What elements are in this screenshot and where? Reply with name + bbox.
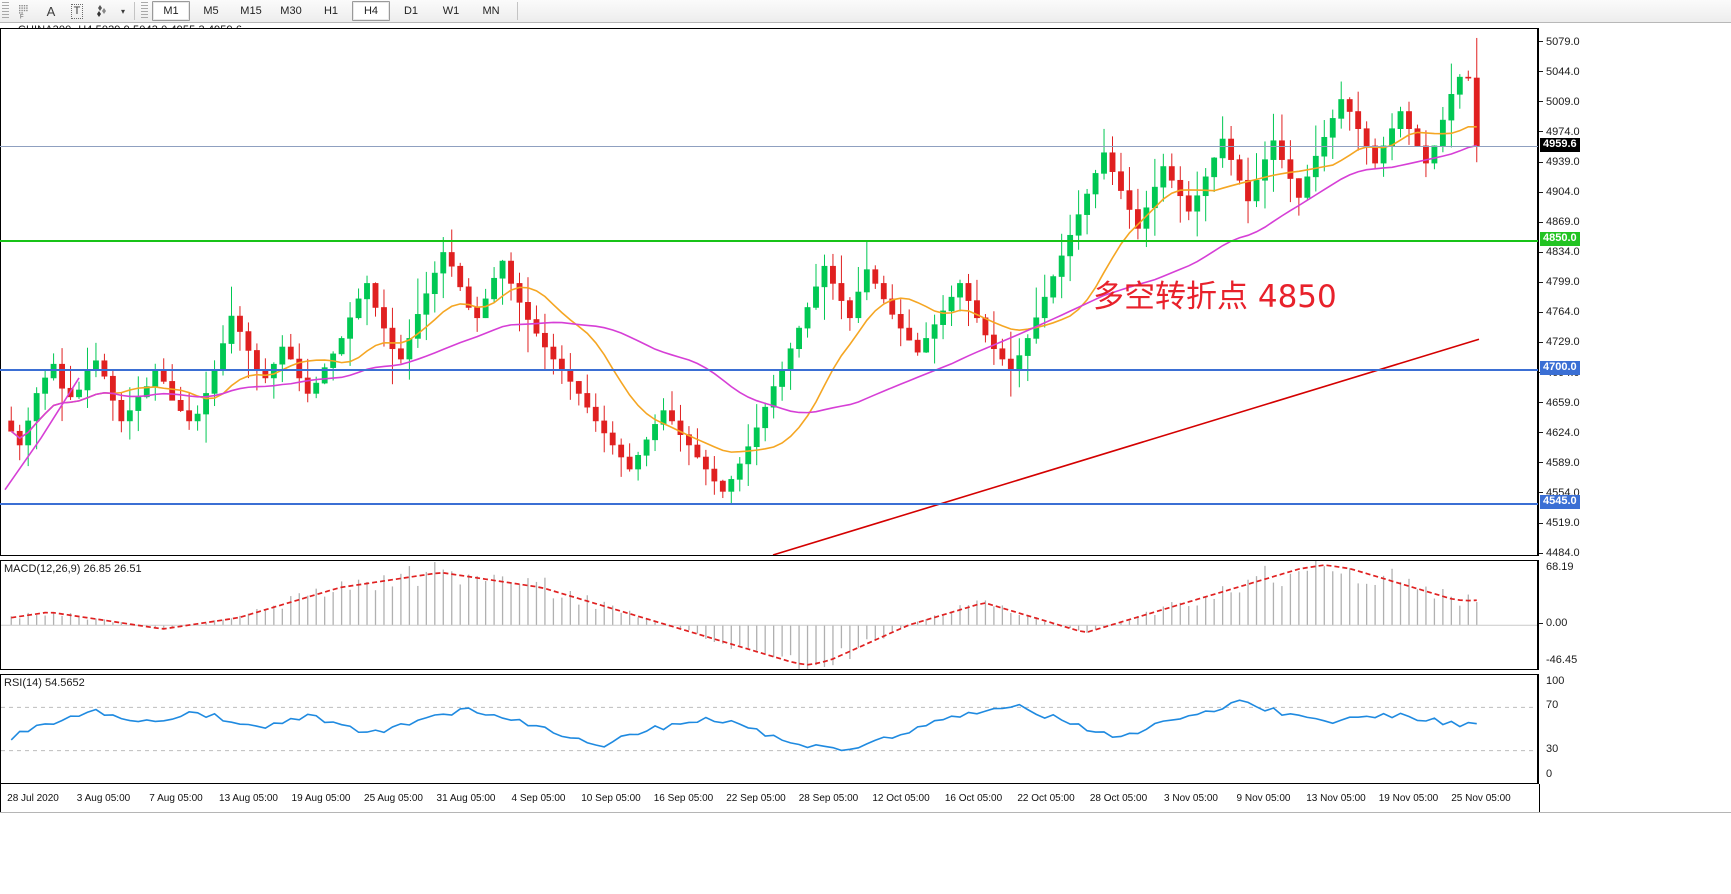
time-label: 13 Nov 05:00	[1306, 793, 1366, 804]
toolbar-grip[interactable]	[2, 2, 9, 20]
tab-timeframe-m1[interactable]: M1	[152, 1, 190, 21]
text-a-icon[interactable]: A	[38, 1, 64, 21]
time-label: 25 Aug 05:00	[364, 793, 423, 804]
toolbar: F A T ▾ M1 M5 M15 M30 H1 H4 D1 W1 MN	[0, 0, 1731, 23]
time-label: 7 Aug 05:00	[149, 793, 203, 804]
price-tick: 5044.0	[1539, 66, 1580, 78]
rsi-tick: 100	[1546, 675, 1565, 687]
price-tick: 4484.0	[1539, 547, 1580, 559]
rsi-axis[interactable]: 100 70 30 0	[1538, 674, 1731, 784]
time-axis[interactable]: 28 Jul 2020 3 Aug 05:00 7 Aug 05:00 13 Aug …	[0, 784, 1540, 812]
time-label: 25 Nov 05:00	[1451, 793, 1511, 804]
tab-timeframe-h4[interactable]: H4	[352, 1, 390, 21]
price-tick: 4519.0	[1539, 517, 1580, 529]
time-label: 12 Oct 05:00	[872, 793, 930, 804]
tab-timeframe-d1[interactable]: D1	[403, 5, 419, 17]
toolbar-divider	[134, 2, 135, 20]
rsi-tick: 70	[1546, 699, 1559, 712]
price-tick: 4869.0	[1539, 216, 1580, 228]
time-label: 16 Sep 05:00	[653, 793, 714, 804]
bottom-blank-area	[0, 813, 1731, 894]
price-tick: 4659.0	[1539, 397, 1580, 409]
time-label: 10 Sep 05:00	[581, 793, 641, 804]
tab-timeframe-h1[interactable]: H1	[323, 5, 339, 17]
macd-chart-svg	[1, 561, 1537, 669]
rsi-label: RSI(14) 54.5652	[4, 677, 85, 689]
time-label: 28 Oct 05:00	[1089, 793, 1148, 804]
time-label: 9 Nov 05:00	[1236, 793, 1291, 804]
time-label: 31 Aug 05:00	[436, 793, 496, 804]
macd-tick: 68.19	[1546, 561, 1574, 573]
macd-tick: -46.45	[1546, 654, 1578, 666]
price-tick: 4624.0	[1539, 427, 1580, 439]
rsi-tick: 30	[1546, 742, 1559, 755]
time-label: 16 Oct 05:00	[944, 793, 1003, 804]
tab-timeframe-mn[interactable]: MN	[482, 5, 500, 17]
price-tick: 4729.0	[1539, 336, 1580, 348]
annotation-text: 多空转折点 4850	[1093, 279, 1337, 315]
rsi-chart-svg	[1, 699, 1537, 752]
time-label: 3 Nov 05:00	[1164, 793, 1218, 804]
toolbar-divider-2	[517, 2, 518, 20]
chevron-down-glyph: ▾	[120, 6, 125, 16]
price-tag-level-4700[interactable]: 4700.0	[1540, 361, 1580, 376]
price-tick: 4589.0	[1539, 457, 1580, 469]
price-tag-current-price[interactable]: 4959.6	[1540, 138, 1580, 153]
price-tick: 4974.0	[1539, 126, 1580, 138]
tab-timeframe-w1[interactable]: W1	[442, 5, 460, 17]
price-tick: 5079.0	[1539, 36, 1580, 48]
crosshair-f-icon[interactable]: F	[12, 1, 38, 21]
price-tick: 5009.0	[1539, 96, 1580, 108]
level-line-4850-0[interactable]	[0, 240, 1538, 243]
text-label-glyph: T	[70, 3, 84, 19]
time-label: 3 Aug 05:00	[76, 793, 131, 804]
text-a-glyph: A	[46, 3, 56, 19]
rsi-pane[interactable]	[0, 674, 1538, 784]
svg-text:F: F	[20, 14, 24, 19]
time-label: 19 Nov 05:00	[1378, 793, 1439, 804]
tab-timeframe-m30[interactable]: M30	[280, 5, 302, 17]
bottom-divider	[0, 812, 1731, 813]
price-tick: 4939.0	[1539, 156, 1580, 168]
macd-label: MACD(12,26,9) 26.85 26.51	[4, 563, 142, 575]
time-label: 4 Sep 05:00	[511, 793, 566, 804]
time-label: 22 Oct 05:00	[1017, 793, 1075, 804]
price-pane[interactable]	[0, 28, 1538, 556]
time-label: 13 Aug 05:00	[219, 793, 278, 804]
level-line-4545-0[interactable]	[0, 502, 1538, 505]
objects-icon[interactable]	[90, 1, 116, 21]
rsi-tick: 0	[1546, 768, 1553, 780]
price-tick: 4904.0	[1539, 186, 1580, 198]
tab-timeframe-m15[interactable]: M15	[240, 5, 262, 17]
price-tick: 4764.0	[1539, 306, 1580, 318]
price-axis[interactable]: 5079.0 5044.0 5009.0 4974.0 4939.0 4904.0 4869…	[1538, 28, 1731, 559]
text-label-icon[interactable]: T	[64, 1, 90, 21]
time-label: 28 Sep 05:00	[798, 793, 859, 804]
macd-tick: 0.00	[1539, 617, 1567, 629]
price-tag-level-4545[interactable]: 4545.0	[1540, 494, 1580, 509]
price-tag-support-4850[interactable]: 4850.0	[1540, 232, 1580, 247]
price-tick: 4834.0	[1539, 246, 1580, 258]
tab-timeframe-m5[interactable]: M5	[203, 5, 219, 17]
time-label: 19 Aug 05:00	[291, 793, 351, 804]
price-tick: 4799.0	[1539, 276, 1580, 288]
level-line-4959-6[interactable]	[0, 146, 1538, 148]
time-label: 28 Jul 2020	[7, 793, 59, 804]
time-label: 22 Sep 05:00	[726, 793, 786, 804]
macd-pane[interactable]	[0, 560, 1538, 670]
timeframe-grip[interactable]	[141, 2, 148, 20]
level-line-4700-0[interactable]	[0, 369, 1538, 372]
macd-axis[interactable]: 68.19 0.00 -46.45	[1538, 560, 1731, 670]
chevron-down-icon[interactable]: ▾	[116, 1, 130, 21]
